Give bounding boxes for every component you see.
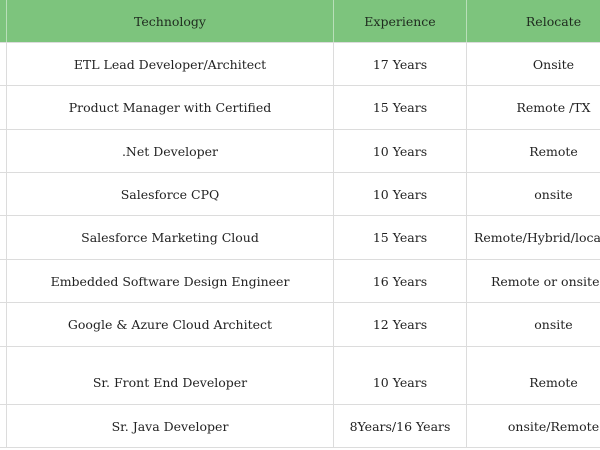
technology-cell: ETL Lead Developer/Architect: [7, 43, 334, 85]
experience-cell: 10 Years: [334, 347, 467, 404]
table-row: ETL Lead Developer/Architect 17 Years On…: [0, 43, 600, 86]
relocate-cell: onsite/Remote: [467, 405, 600, 447]
experience-cell: 10 Years: [334, 173, 467, 215]
table-header-row: Technology Experience Relocate: [0, 0, 600, 43]
relocate-text: Remote or onsite (IA: [491, 273, 600, 289]
relocate-text: Remote /TX: [516, 100, 591, 115]
experience-cell: 17 Years: [334, 43, 467, 85]
technology-cell: Embedded Software Design Engineer: [7, 260, 334, 302]
row-leading-cell: [0, 216, 7, 259]
relocate-text: onsite: [534, 317, 573, 332]
relocate-cell: Remote: [467, 130, 600, 172]
relocate-text: onsite/Remote: [507, 418, 600, 434]
table-row: Product Manager with Certified 15 Years …: [0, 86, 600, 130]
relocate-cell: onsite: [467, 303, 600, 346]
header-cell-leading: [0, 0, 7, 42]
header-relocate[interactable]: Relocate: [525, 13, 582, 29]
row-leading-cell: [0, 260, 7, 302]
technology-cell: Sr. Java Developer: [7, 405, 334, 447]
relocate-text: Remote/Hybrid/local t: [474, 230, 600, 245]
row-leading-cell: [0, 347, 7, 404]
technology-cell: .Net Developer: [7, 130, 334, 172]
relocate-cell: Remote /TX: [467, 86, 600, 129]
technology-cell: Product Manager with Certified: [7, 86, 334, 129]
relocate-text: Remote: [529, 375, 578, 390]
experience-cell: 12 Years: [334, 303, 467, 346]
table-row: Salesforce Marketing Cloud 15 Years Remo…: [0, 216, 600, 260]
relocate-cell: Remote or onsite (IA: [467, 260, 600, 302]
relocate-cell: onsite: [467, 173, 600, 215]
technology-cell: Salesforce CPQ: [7, 173, 334, 215]
experience-cell: 8Years/16 Years: [334, 405, 467, 447]
relocate-cell: Remote: [467, 347, 600, 404]
relocate-cell: Remote/Hybrid/local t: [467, 216, 600, 259]
table-row: .Net Developer 10 Years Remote: [0, 130, 600, 173]
experience-cell: 16 Years: [334, 260, 467, 302]
table-row: Google & Azure Cloud Architect 12 Years …: [0, 303, 600, 347]
table-row: Embedded Software Design Engineer 16 Yea…: [0, 260, 600, 303]
experience-cell: 10 Years: [334, 130, 467, 172]
table-row: Sr. Front End Developer 10 Years Remote: [0, 347, 600, 405]
experience-cell: 15 Years: [334, 86, 467, 129]
row-leading-cell: [0, 173, 7, 215]
technology-cell: Sr. Front End Developer: [7, 347, 334, 404]
relocate-text: Remote: [529, 143, 578, 159]
row-leading-cell: [0, 130, 7, 172]
table-row: Salesforce CPQ 10 Years onsite: [0, 173, 600, 216]
header-experience[interactable]: Experience: [334, 0, 467, 42]
row-leading-cell: [0, 43, 7, 85]
technology-cell: Google & Azure Cloud Architect: [7, 303, 334, 346]
table-row: Sr. Java Developer 8Years/16 Years onsit…: [0, 405, 600, 448]
relocate-cell: Onsite: [467, 43, 600, 85]
row-leading-cell: [0, 405, 7, 447]
experience-cell: 15 Years: [334, 216, 467, 259]
relocate-text: Onsite: [532, 56, 575, 72]
header-technology[interactable]: Technology: [7, 0, 334, 42]
row-leading-cell: [0, 303, 7, 346]
technology-cell: Salesforce Marketing Cloud: [7, 216, 334, 259]
relocate-text: onsite: [534, 186, 573, 202]
row-leading-cell: [0, 86, 7, 129]
